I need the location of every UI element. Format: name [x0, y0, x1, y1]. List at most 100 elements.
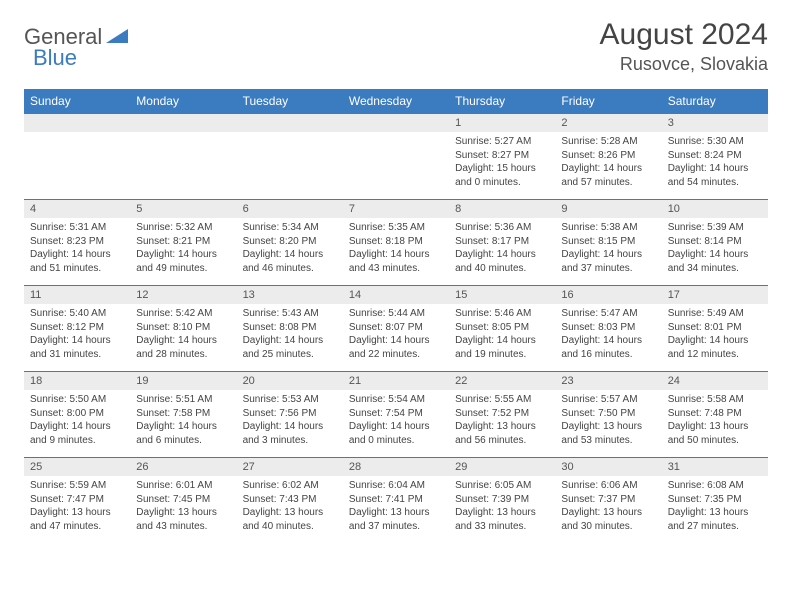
calendar-cell: 18Sunrise: 5:50 AMSunset: 8:00 PMDayligh… — [24, 372, 130, 458]
calendar-cell: 12Sunrise: 5:42 AMSunset: 8:10 PMDayligh… — [130, 286, 236, 372]
day-details: Sunrise: 6:02 AMSunset: 7:43 PMDaylight:… — [237, 476, 343, 536]
calendar-cell: 7Sunrise: 5:35 AMSunset: 8:18 PMDaylight… — [343, 200, 449, 286]
day-details: Sunrise: 6:06 AMSunset: 7:37 PMDaylight:… — [555, 476, 661, 536]
calendar-cell: 4Sunrise: 5:31 AMSunset: 8:23 PMDaylight… — [24, 200, 130, 286]
month-title: August 2024 — [600, 18, 768, 52]
calendar-cell: 20Sunrise: 5:53 AMSunset: 7:56 PMDayligh… — [237, 372, 343, 458]
day-details: Sunrise: 5:31 AMSunset: 8:23 PMDaylight:… — [24, 218, 130, 278]
calendar-cell: 11Sunrise: 5:40 AMSunset: 8:12 PMDayligh… — [24, 286, 130, 372]
day-details: Sunrise: 5:59 AMSunset: 7:47 PMDaylight:… — [24, 476, 130, 536]
calendar-head: SundayMondayTuesdayWednesdayThursdayFrid… — [24, 89, 768, 114]
logo-triangle-icon — [106, 27, 128, 48]
day-details: Sunrise: 6:05 AMSunset: 7:39 PMDaylight:… — [449, 476, 555, 536]
header: General August 2024 Rusovce, Slovakia — [24, 18, 768, 75]
day-details: Sunrise: 5:36 AMSunset: 8:17 PMDaylight:… — [449, 218, 555, 278]
calendar-cell: 3Sunrise: 5:30 AMSunset: 8:24 PMDaylight… — [662, 114, 768, 200]
day-header: Saturday — [662, 89, 768, 114]
day-header-row: SundayMondayTuesdayWednesdayThursdayFrid… — [24, 89, 768, 114]
day-number: 13 — [237, 286, 343, 304]
calendar-week-row: 11Sunrise: 5:40 AMSunset: 8:12 PMDayligh… — [24, 286, 768, 372]
day-number: 2 — [555, 114, 661, 132]
day-details: Sunrise: 5:51 AMSunset: 7:58 PMDaylight:… — [130, 390, 236, 450]
day-details: Sunrise: 5:49 AMSunset: 8:01 PMDaylight:… — [662, 304, 768, 364]
day-number: 7 — [343, 200, 449, 218]
day-header: Thursday — [449, 89, 555, 114]
day-number: 18 — [24, 372, 130, 390]
day-number: 19 — [130, 372, 236, 390]
calendar-week-row: 1Sunrise: 5:27 AMSunset: 8:27 PMDaylight… — [24, 114, 768, 200]
day-header: Monday — [130, 89, 236, 114]
day-details: Sunrise: 5:54 AMSunset: 7:54 PMDaylight:… — [343, 390, 449, 450]
day-header: Wednesday — [343, 89, 449, 114]
day-details: Sunrise: 5:32 AMSunset: 8:21 PMDaylight:… — [130, 218, 236, 278]
day-number: 25 — [24, 458, 130, 476]
calendar-cell: 29Sunrise: 6:05 AMSunset: 7:39 PMDayligh… — [449, 458, 555, 544]
calendar-body: 1Sunrise: 5:27 AMSunset: 8:27 PMDaylight… — [24, 114, 768, 544]
calendar-cell — [130, 114, 236, 200]
day-number: 3 — [662, 114, 768, 132]
day-number: 29 — [449, 458, 555, 476]
calendar-cell: 27Sunrise: 6:02 AMSunset: 7:43 PMDayligh… — [237, 458, 343, 544]
empty-day — [237, 114, 343, 132]
empty-day — [343, 114, 449, 132]
day-details: Sunrise: 6:04 AMSunset: 7:41 PMDaylight:… — [343, 476, 449, 536]
day-number: 5 — [130, 200, 236, 218]
calendar-cell: 22Sunrise: 5:55 AMSunset: 7:52 PMDayligh… — [449, 372, 555, 458]
calendar-cell: 23Sunrise: 5:57 AMSunset: 7:50 PMDayligh… — [555, 372, 661, 458]
calendar-cell: 1Sunrise: 5:27 AMSunset: 8:27 PMDaylight… — [449, 114, 555, 200]
day-number: 12 — [130, 286, 236, 304]
calendar-cell — [24, 114, 130, 200]
day-details: Sunrise: 6:01 AMSunset: 7:45 PMDaylight:… — [130, 476, 236, 536]
calendar-cell: 16Sunrise: 5:47 AMSunset: 8:03 PMDayligh… — [555, 286, 661, 372]
calendar-cell: 25Sunrise: 5:59 AMSunset: 7:47 PMDayligh… — [24, 458, 130, 544]
day-header: Tuesday — [237, 89, 343, 114]
calendar-cell: 31Sunrise: 6:08 AMSunset: 7:35 PMDayligh… — [662, 458, 768, 544]
calendar-week-row: 18Sunrise: 5:50 AMSunset: 8:00 PMDayligh… — [24, 372, 768, 458]
day-details: Sunrise: 5:35 AMSunset: 8:18 PMDaylight:… — [343, 218, 449, 278]
day-details: Sunrise: 5:46 AMSunset: 8:05 PMDaylight:… — [449, 304, 555, 364]
day-number: 17 — [662, 286, 768, 304]
calendar-cell: 28Sunrise: 6:04 AMSunset: 7:41 PMDayligh… — [343, 458, 449, 544]
day-number: 8 — [449, 200, 555, 218]
day-details: Sunrise: 5:50 AMSunset: 8:00 PMDaylight:… — [24, 390, 130, 450]
day-details: Sunrise: 5:34 AMSunset: 8:20 PMDaylight:… — [237, 218, 343, 278]
calendar-cell: 13Sunrise: 5:43 AMSunset: 8:08 PMDayligh… — [237, 286, 343, 372]
calendar-week-row: 25Sunrise: 5:59 AMSunset: 7:47 PMDayligh… — [24, 458, 768, 544]
day-number: 9 — [555, 200, 661, 218]
calendar-cell: 17Sunrise: 5:49 AMSunset: 8:01 PMDayligh… — [662, 286, 768, 372]
day-number: 31 — [662, 458, 768, 476]
calendar-cell: 30Sunrise: 6:06 AMSunset: 7:37 PMDayligh… — [555, 458, 661, 544]
calendar-cell: 19Sunrise: 5:51 AMSunset: 7:58 PMDayligh… — [130, 372, 236, 458]
day-details: Sunrise: 5:55 AMSunset: 7:52 PMDaylight:… — [449, 390, 555, 450]
day-number: 22 — [449, 372, 555, 390]
day-number: 26 — [130, 458, 236, 476]
day-number: 1 — [449, 114, 555, 132]
day-number: 16 — [555, 286, 661, 304]
location-label: Rusovce, Slovakia — [600, 54, 768, 75]
day-number: 14 — [343, 286, 449, 304]
calendar-cell — [237, 114, 343, 200]
logo-text-blue: Blue — [33, 45, 77, 70]
day-header: Friday — [555, 89, 661, 114]
day-details: Sunrise: 6:08 AMSunset: 7:35 PMDaylight:… — [662, 476, 768, 536]
day-number: 24 — [662, 372, 768, 390]
calendar-cell — [343, 114, 449, 200]
calendar-table: SundayMondayTuesdayWednesdayThursdayFrid… — [24, 89, 768, 544]
calendar-cell: 8Sunrise: 5:36 AMSunset: 8:17 PMDaylight… — [449, 200, 555, 286]
day-number: 28 — [343, 458, 449, 476]
calendar-cell: 14Sunrise: 5:44 AMSunset: 8:07 PMDayligh… — [343, 286, 449, 372]
day-number: 20 — [237, 372, 343, 390]
calendar-cell: 21Sunrise: 5:54 AMSunset: 7:54 PMDayligh… — [343, 372, 449, 458]
calendar-cell: 24Sunrise: 5:58 AMSunset: 7:48 PMDayligh… — [662, 372, 768, 458]
day-details: Sunrise: 5:40 AMSunset: 8:12 PMDaylight:… — [24, 304, 130, 364]
calendar-cell: 15Sunrise: 5:46 AMSunset: 8:05 PMDayligh… — [449, 286, 555, 372]
day-details: Sunrise: 5:30 AMSunset: 8:24 PMDaylight:… — [662, 132, 768, 192]
day-number: 21 — [343, 372, 449, 390]
day-number: 15 — [449, 286, 555, 304]
day-details: Sunrise: 5:47 AMSunset: 8:03 PMDaylight:… — [555, 304, 661, 364]
day-number: 23 — [555, 372, 661, 390]
logo-blue-row: Blue — [33, 45, 77, 71]
calendar-cell: 5Sunrise: 5:32 AMSunset: 8:21 PMDaylight… — [130, 200, 236, 286]
day-header: Sunday — [24, 89, 130, 114]
day-number: 11 — [24, 286, 130, 304]
